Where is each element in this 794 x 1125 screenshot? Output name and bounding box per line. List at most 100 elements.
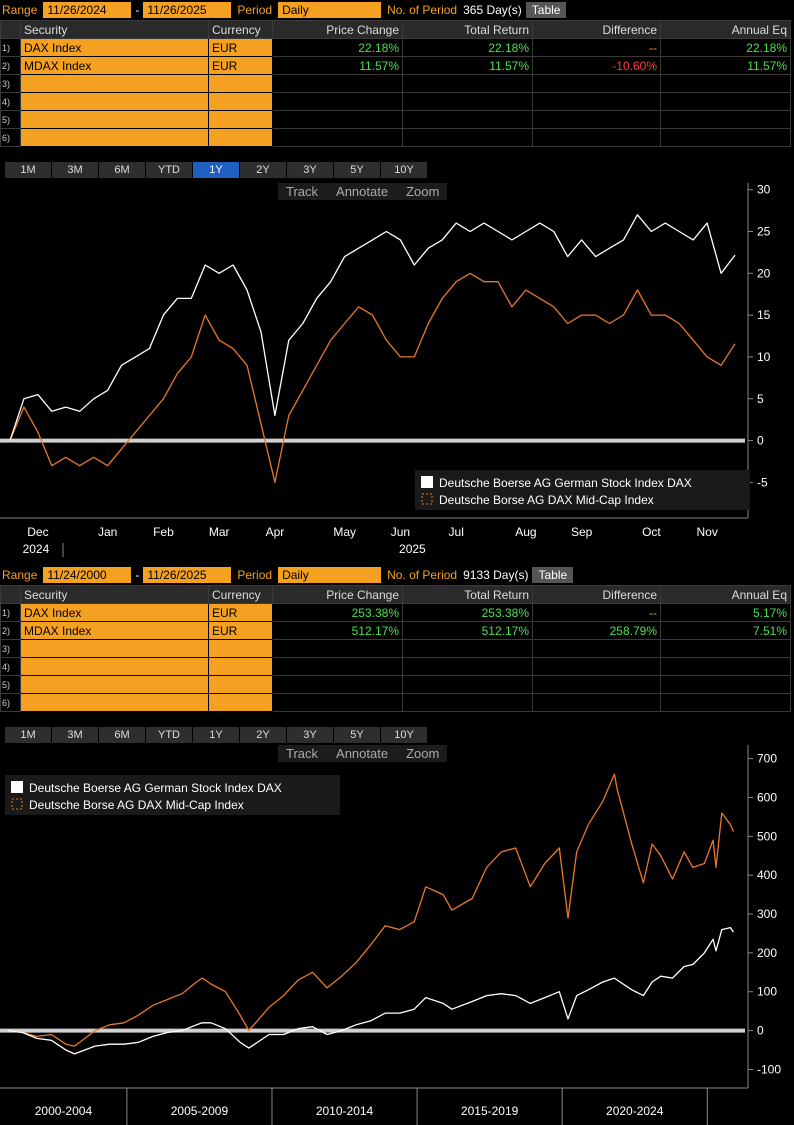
tool-button[interactable]: Annotate xyxy=(336,746,389,761)
row-number: 5) xyxy=(0,675,21,694)
end[interactable]: 11/26/2025 xyxy=(143,567,232,583)
period-button[interactable]: 10Y xyxy=(381,162,427,178)
security-cell[interactable] xyxy=(20,110,209,129)
period-button[interactable]: 1M xyxy=(5,727,51,743)
column-header: Difference xyxy=(532,585,661,604)
x-group-label: 2000-2004 xyxy=(35,1104,93,1118)
end[interactable]: 11/26/2025 xyxy=(143,2,232,18)
security-cell[interactable] xyxy=(208,92,273,111)
security-cell[interactable] xyxy=(20,657,209,676)
value-cell xyxy=(402,657,533,676)
value-cell: 512.17% xyxy=(402,621,533,640)
security-cell[interactable] xyxy=(208,128,273,147)
security-cell[interactable] xyxy=(208,74,273,93)
row: 1) DAX Index EUR 22.18% 22.18% -- 22.18% xyxy=(0,38,791,57)
table-button[interactable]: Table xyxy=(532,567,574,583)
period[interactable]: Daily xyxy=(278,2,382,18)
period-button[interactable]: YTD xyxy=(146,727,192,743)
column-header: Currency xyxy=(208,20,273,39)
security-cell[interactable]: DAX Index xyxy=(20,603,209,622)
x-tick-label: Mar xyxy=(209,525,230,539)
count-label: No. of Period xyxy=(387,568,458,582)
legend-label: Deutsche Borse AG DAX Mid-Cap Index xyxy=(29,798,244,812)
x-group-label: 2010-2014 xyxy=(316,1104,374,1118)
y-tick-label: 5 xyxy=(757,392,764,406)
value-cell xyxy=(660,128,791,147)
period-button[interactable]: 3Y xyxy=(287,162,333,178)
value-cell xyxy=(402,675,533,694)
tool-button[interactable]: Zoom xyxy=(406,746,440,761)
period-button[interactable]: 6M xyxy=(99,727,145,743)
y-tick-label: 400 xyxy=(757,868,777,882)
value-cell xyxy=(660,675,791,694)
security-cell[interactable] xyxy=(20,128,209,147)
period-button[interactable]: 6M xyxy=(99,162,145,178)
security-cell[interactable]: MDAX Index xyxy=(20,56,209,75)
y-tick-label: -5 xyxy=(757,475,768,489)
value-cell xyxy=(272,110,403,129)
period-button[interactable]: 1M xyxy=(5,162,51,178)
security-cell[interactable] xyxy=(208,657,273,676)
tool-button[interactable]: Track xyxy=(286,746,319,761)
value-cell: 22.18% xyxy=(402,38,533,57)
value-cell xyxy=(272,639,403,658)
corner xyxy=(0,20,21,39)
count: 365 Day(s) xyxy=(463,3,522,17)
period-button[interactable]: 5Y xyxy=(334,727,380,743)
table-button[interactable]: Table xyxy=(525,2,567,18)
period-button[interactable]: 3Y xyxy=(287,727,333,743)
security-cell[interactable] xyxy=(20,693,209,712)
period-button[interactable]: 3M xyxy=(52,162,98,178)
security-cell[interactable] xyxy=(208,693,273,712)
period-label: Period xyxy=(237,568,273,582)
value-cell xyxy=(532,74,661,93)
security-cell[interactable]: MDAX Index xyxy=(20,621,209,640)
security-cell[interactable] xyxy=(208,639,273,658)
security-cell[interactable]: DAX Index xyxy=(20,38,209,57)
tool-button[interactable]: Annotate xyxy=(336,184,389,199)
y-tick-label: 20 xyxy=(757,266,771,280)
security-cell[interactable] xyxy=(208,675,273,694)
period-button[interactable]: 2Y xyxy=(240,162,286,178)
value-cell xyxy=(402,110,533,129)
start[interactable]: 11/24/2000 xyxy=(43,567,132,583)
series-line xyxy=(9,272,736,484)
column-header: Price Change xyxy=(272,20,403,39)
value-cell xyxy=(402,92,533,111)
security-cell[interactable] xyxy=(208,110,273,129)
value-cell: 253.38% xyxy=(272,603,403,622)
tool-button[interactable]: Track xyxy=(286,184,319,199)
start[interactable]: 11/26/2024 xyxy=(43,2,132,18)
period-button[interactable]: 10Y xyxy=(381,727,427,743)
value-cell xyxy=(402,74,533,93)
x-tick-label: Jul xyxy=(449,525,464,539)
security-cell[interactable] xyxy=(20,74,209,93)
security-cell[interactable]: EUR xyxy=(208,56,273,75)
period-button[interactable]: 2Y xyxy=(240,727,286,743)
period-button[interactable]: 1Y xyxy=(193,727,239,743)
legend-swatch xyxy=(11,781,23,793)
period-button[interactable]: 1Y xyxy=(193,162,239,178)
legend-swatch xyxy=(421,476,433,488)
security-cell[interactable] xyxy=(20,675,209,694)
value-cell xyxy=(402,128,533,147)
security-cell[interactable]: EUR xyxy=(208,621,273,640)
legend-label: Deutsche Boerse AG German Stock Index DA… xyxy=(439,476,692,490)
security-cell[interactable] xyxy=(20,639,209,658)
tool-button[interactable]: Zoom xyxy=(406,184,440,199)
period[interactable]: Daily xyxy=(278,567,382,583)
column-header: Total Return xyxy=(402,585,533,604)
count: 9133 Day(s) xyxy=(463,568,529,582)
column-header: Price Change xyxy=(272,585,403,604)
column-header: Total Return xyxy=(402,20,533,39)
row: 1) DAX Index EUR 253.38% 253.38% -- 5.17% xyxy=(0,603,791,622)
security-cell[interactable] xyxy=(20,92,209,111)
period-button[interactable]: 3M xyxy=(52,727,98,743)
security-cell[interactable]: EUR xyxy=(208,38,273,57)
value-cell xyxy=(272,74,403,93)
y-tick-label: -100 xyxy=(757,1062,781,1076)
security-cell[interactable]: EUR xyxy=(208,603,273,622)
x-tick-label: Oct xyxy=(642,525,661,539)
period-button[interactable]: YTD xyxy=(146,162,192,178)
period-button[interactable]: 5Y xyxy=(334,162,380,178)
